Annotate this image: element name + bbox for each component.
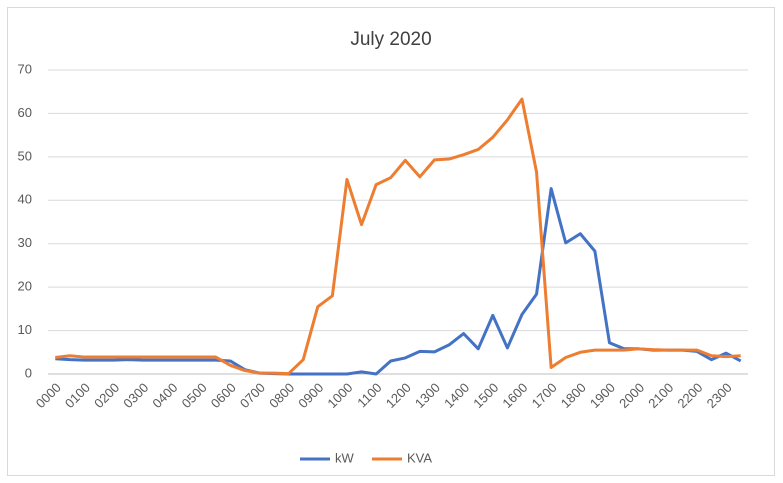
y-tick-label: 40 [18,192,32,207]
y-tick-label: 50 [18,148,32,163]
y-tick-label: 0 [25,365,32,380]
legend-label: kW [335,450,355,465]
y-tick-label: 70 [18,61,32,76]
y-tick-label: 30 [18,235,32,250]
chart-title: July 2020 [350,29,431,50]
y-tick-label: 60 [18,105,32,120]
series-line [55,97,741,376]
y-tick-label: 20 [18,279,32,294]
legend-label: KVA [407,450,432,465]
chart-border [7,7,775,476]
y-tick-label: 10 [18,322,32,337]
